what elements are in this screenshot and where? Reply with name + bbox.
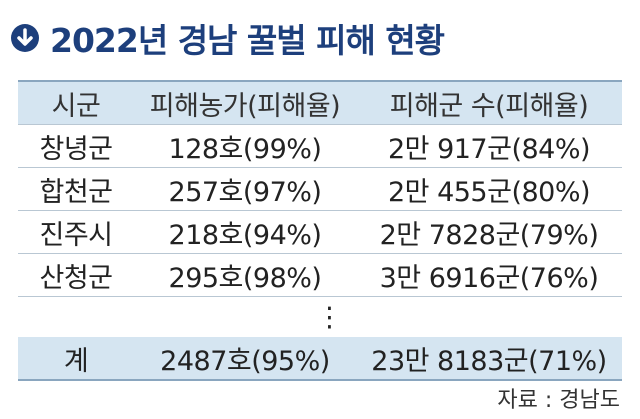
cell: 218호(94%)	[168, 219, 322, 251]
cell: 산청군	[39, 262, 113, 294]
cell: 3만 6916군(76%)	[379, 262, 599, 294]
cell: 23만 8183군(71%)	[371, 345, 607, 377]
cell: 2만 917군(84%)	[387, 133, 591, 165]
cell: 창녕군	[39, 133, 113, 165]
cell: 2만 7828군(79%)	[379, 219, 599, 251]
header-row: 시군 피해농가(피해율) 피해군 수(피해율)	[18, 82, 622, 125]
cell: 2만 455군(80%)	[387, 176, 591, 208]
cell: 피해군 수(피해율)	[389, 90, 589, 122]
cell: 피해농가(피해율)	[149, 90, 341, 122]
title: 2022년 경남 꿀벌 피해 현황	[50, 21, 445, 60]
cell: 128호(99%)	[168, 133, 322, 165]
cell: 2487호(95%)	[160, 345, 330, 377]
cell: 진주시	[39, 219, 113, 251]
data-row: 진주시 218호(94%) 2만 7828군(79%)	[18, 211, 622, 254]
data-row: 산청군 295호(98%) 3만 6916군(76%)	[18, 254, 622, 297]
table: 시군 피해농가(피해율) 피해군 수(피해율) 창녕군 128호(99%) 2만 917군…	[18, 80, 622, 381]
title-bar: 2022년 경남 꿀벌 피해 현황	[10, 12, 445, 64]
total-row: 계 2487호(95%) 23만 8183군(71%)	[18, 337, 622, 381]
cell: 계	[63, 345, 89, 377]
ellipsis: ⋮	[316, 301, 343, 333]
cell: 시군	[51, 90, 101, 122]
data-row: 합천군 257호(97%) 2만 455군(80%)	[18, 168, 622, 211]
cell: 합천군	[39, 176, 113, 208]
data-row: 창녕군 128호(99%) 2만 917군(84%)	[18, 125, 622, 168]
ellipsis-row: ⋮	[18, 297, 622, 337]
source: 자료 : 경남도	[497, 388, 620, 413]
arrow-icon	[11, 24, 39, 52]
cell: 295호(98%)	[168, 262, 322, 294]
cell: 257호(97%)	[168, 176, 322, 208]
